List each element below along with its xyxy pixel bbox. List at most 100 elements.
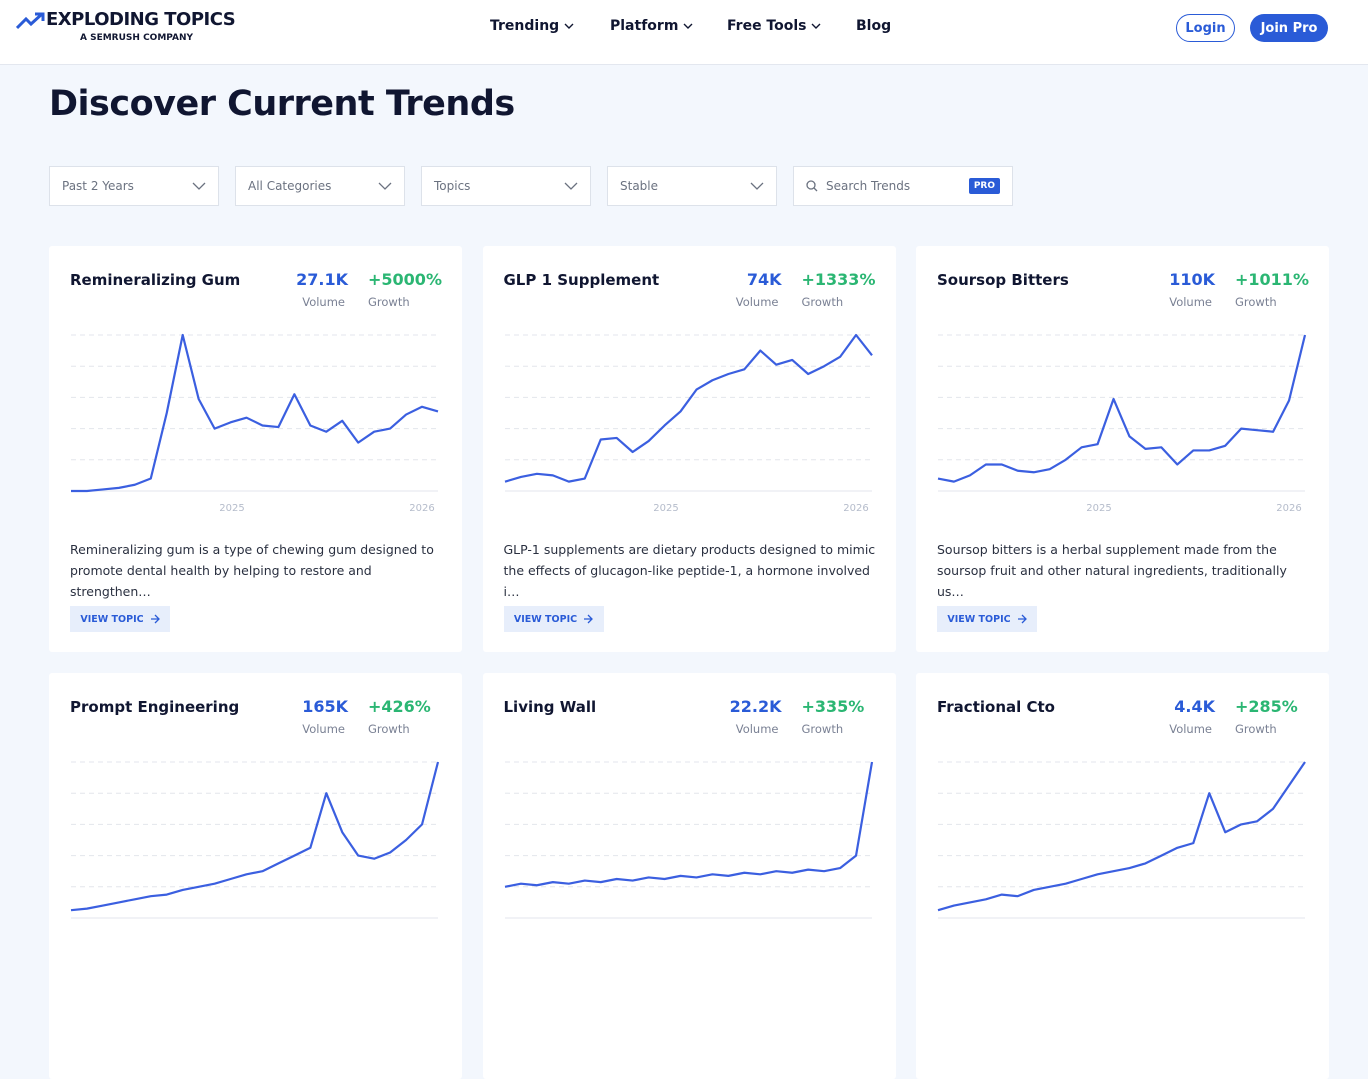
volume: 165K — [302, 697, 348, 716]
growth: +335% — [801, 697, 865, 716]
sparkline-chart: 2025 2026 — [504, 333, 873, 514]
sparkline-chart: 2025 2026 — [937, 334, 1307, 514]
search-placeholder: Search Trends — [826, 179, 911, 193]
button-label: VIEW TOPIC — [947, 613, 1011, 625]
trend-card[interactable]: Soursop Bitters 110K Volume +1011% Growth 202… — [916, 246, 1329, 652]
sparkline-chart — [504, 761, 873, 919]
filter-dropdown[interactable]: Topics — [421, 166, 591, 206]
trend-line — [504, 333, 873, 483]
volume-label: Volume — [302, 722, 345, 736]
view-topic-button[interactable]: VIEW TOPIC — [70, 606, 170, 632]
growth: +285% — [1235, 697, 1298, 716]
chevron — [683, 23, 693, 29]
arrow-icon — [1017, 614, 1027, 624]
nav-label: Blog — [856, 18, 892, 34]
growth-label: Growth — [1235, 722, 1277, 736]
chevron-line — [378, 182, 392, 190]
year-label: 2026 — [1276, 503, 1301, 514]
view-topic-button[interactable]: VIEW TOPIC — [503, 606, 604, 632]
volume: 27.1K — [296, 270, 348, 289]
year-label: 2025 — [1086, 503, 1111, 514]
card-title: Living Wall — [503, 698, 597, 716]
filter-label: Stable — [620, 179, 659, 193]
chevron-line — [564, 182, 578, 190]
trend-card[interactable]: GLP 1 Supplement 74K Volume +1333% Growth 202… — [482, 246, 896, 652]
arrow — [150, 614, 160, 624]
growth-label: Growth — [801, 295, 844, 309]
growth-label: Growth — [368, 722, 410, 736]
chevron — [192, 182, 206, 190]
sparkline-chart — [937, 761, 1306, 919]
year-label: 2026 — [843, 503, 868, 514]
logo-icon — [16, 12, 45, 30]
nav-item[interactable]: Platform — [610, 18, 693, 34]
arrow — [1017, 614, 1027, 624]
growth-label: Growth — [801, 722, 844, 736]
card-title: Prompt Engineering — [70, 698, 240, 716]
card-title: Soursop Bitters — [937, 271, 1069, 289]
year-label: 2025 — [219, 503, 244, 514]
year-label: 2026 — [409, 503, 434, 514]
description: GLP-1 supplements are dietary products d… — [503, 542, 876, 599]
volume-label: Volume — [735, 295, 779, 309]
nav-item[interactable]: Free Tools — [727, 18, 821, 34]
volume-label: Volume — [1169, 295, 1212, 309]
logo-sub: A SEMRUSH COMPANY — [80, 33, 194, 43]
login-button[interactable]: Login — [1176, 14, 1235, 42]
nav-label: Free Tools — [727, 18, 807, 34]
trend-card[interactable]: Fractional Cto 4.4K Volume +285% Growth — [916, 673, 1329, 1079]
growth: +5000% — [368, 270, 442, 289]
nav-item[interactable]: Blog — [856, 18, 891, 34]
trend-line — [937, 761, 1306, 912]
top-bar: EXPLODING TOPICS A SEMRUSH COMPANY Trend… — [0, 0, 1368, 65]
chevron-line — [192, 182, 206, 190]
arrow-icon — [584, 614, 594, 624]
card-title: Fractional Cto — [937, 698, 1055, 716]
chevron — [750, 182, 764, 190]
card-title: GLP 1 Supplement — [503, 271, 660, 289]
trend-line — [937, 334, 1307, 483]
search-box[interactable]: Search Trends PRO — [793, 166, 1013, 206]
filter-label: All Categories — [248, 179, 332, 193]
pro-badge: PRO — [968, 178, 1000, 194]
chevron — [564, 182, 578, 190]
description: Soursop bitters is a herbal supplement m… — [937, 542, 1287, 599]
growth-label: Growth — [368, 295, 410, 309]
button-label: VIEW TOPIC — [513, 613, 578, 625]
card-title: Remineralizing Gum — [70, 271, 241, 289]
filter-dropdown[interactable]: All Categories — [235, 166, 405, 206]
nav-label: Trending — [490, 18, 560, 34]
growth: +1333% — [801, 270, 876, 289]
chevron-line — [750, 182, 764, 190]
chevron — [811, 23, 821, 29]
volume-label: Volume — [735, 722, 779, 736]
filter-label: Past 2 Years — [62, 179, 134, 193]
nav-item[interactable]: Trending — [490, 18, 574, 34]
arrow — [584, 614, 594, 624]
join-button[interactable]: Join Pro — [1250, 14, 1328, 42]
trend-card[interactable]: Prompt Engineering 165K Volume +426% Growth — [49, 673, 462, 1079]
search-icon — [806, 180, 818, 192]
trend-card[interactable]: Remineralizing Gum 27.1K Volume +5000% Growt… — [49, 246, 462, 652]
description: Remineralizing gum is a type of chewing … — [70, 542, 434, 599]
year-label: 2025 — [653, 503, 678, 514]
growth-label: Growth — [1235, 295, 1277, 309]
chevron — [378, 182, 392, 190]
trend-line — [71, 333, 439, 493]
filter-dropdown[interactable]: Stable — [607, 166, 777, 206]
nav-label: Platform — [610, 18, 679, 34]
sparkline-chart — [70, 761, 440, 919]
trend-card[interactable]: Living Wall 22.2K Volume +335% Growth — [482, 673, 896, 1079]
volume: 22.2K — [729, 697, 782, 716]
button-label: VIEW TOPIC — [80, 613, 144, 625]
page-title: Discover Current Trends — [49, 84, 515, 124]
growth: +1011% — [1235, 270, 1309, 289]
filter-dropdown[interactable]: Past 2 Years — [49, 166, 219, 206]
chevron — [564, 23, 574, 29]
filter-label: Topics — [434, 179, 471, 193]
volume-label: Volume — [1169, 722, 1212, 736]
volume-label: Volume — [302, 295, 345, 309]
view-topic-button[interactable]: VIEW TOPIC — [937, 606, 1037, 632]
